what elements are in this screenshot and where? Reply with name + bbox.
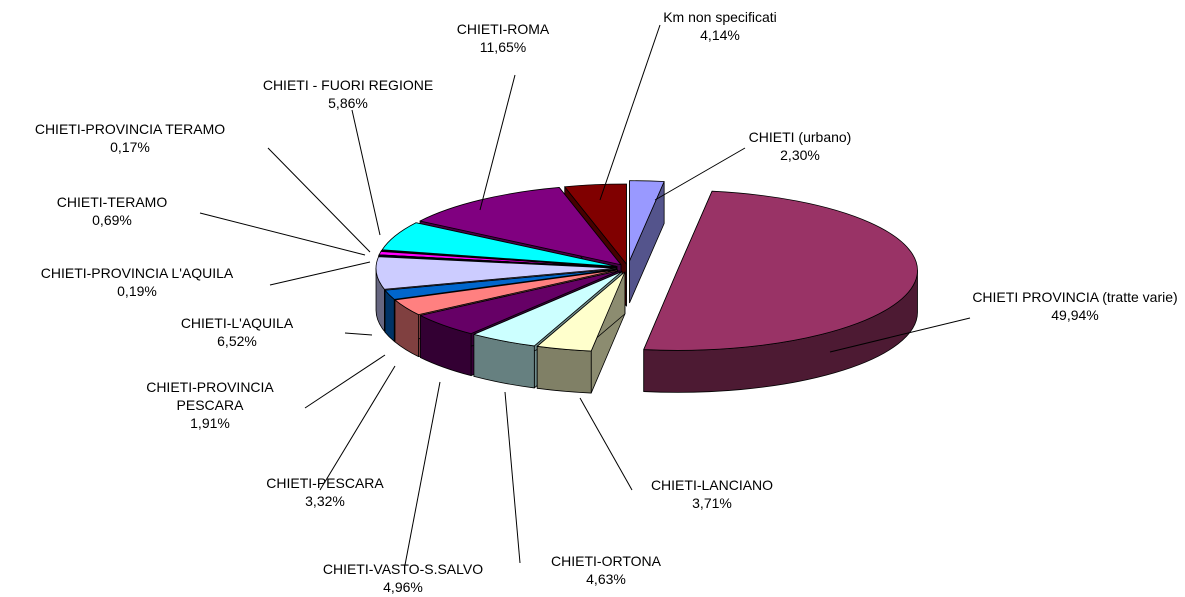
category-name: CHIETI-ORTONA <box>551 553 661 569</box>
value-label: 1,91% <box>190 415 230 431</box>
pie-slice <box>378 254 617 268</box>
slice-group <box>643 190 918 393</box>
slice-label: CHIETI-LANCIANO 3,71% <box>612 476 812 512</box>
pie-slice <box>643 190 918 351</box>
value-label: 3,32% <box>305 493 345 509</box>
value-label: 49,94% <box>1051 307 1099 323</box>
pie-slice <box>375 256 617 290</box>
slice-label: CHIETI-VASTO-S.SALVO 4,96% <box>293 560 513 596</box>
slice-label: CHIETI-PROVINCIA PESCARA 1,91% <box>120 378 300 432</box>
leader-line <box>829 317 971 353</box>
slice-label: Km non specificati 4,14% <box>620 8 820 44</box>
category-name: CHIETI-PROVINCIA PESCARA <box>146 379 274 413</box>
value-label: 6,52% <box>217 333 257 349</box>
category-name: CHIETI-VASTO-S.SALVO <box>322 561 484 577</box>
slice-label: CHIETI-PROVINCIA L'AQUILA 0,19% <box>0 264 277 300</box>
pie-slice <box>381 222 618 267</box>
category-name: CHIETI-PROVINCIA L'AQUILA <box>40 265 234 281</box>
category-name: CHIETI-PROVINCIA TERAMO <box>34 121 226 137</box>
category-name: CHIETI (urbano) <box>748 129 852 145</box>
category-name: CHIETI PROVINCIA (tratte varie) <box>972 289 1178 305</box>
slice-label: CHIETI-PESCARA 3,32% <box>225 474 425 510</box>
value-label: 11,65% <box>479 39 527 55</box>
leader-line <box>579 397 633 491</box>
slice-label: CHIETI-PROVINCIA TERAMO 0,17% <box>0 120 265 156</box>
category-name: CHIETI-TERAMO <box>56 194 168 210</box>
category-name: CHIETI-L'AQUILA <box>180 315 294 331</box>
slice-label: CHIETI-ROMA 11,65% <box>403 20 603 56</box>
pie-slice <box>394 269 618 316</box>
leader-line <box>267 147 371 253</box>
leader-line <box>304 354 386 409</box>
value-label: 0,69% <box>92 212 132 228</box>
value-label: 0,19% <box>117 283 157 299</box>
slice-label: CHIETI - FUORI REGIONE 5,86% <box>218 76 478 112</box>
value-label: 2,30% <box>780 147 820 163</box>
category-name: Km non specificati <box>663 9 777 25</box>
value-label: 4,96% <box>383 579 423 595</box>
slice-label: CHIETI PROVINCIA (tratte varie) 49,94% <box>970 288 1180 324</box>
category-name: CHIETI-PESCARA <box>266 475 384 491</box>
leader-line <box>351 109 381 236</box>
pie-slice <box>536 271 626 352</box>
leader-line <box>654 147 746 201</box>
pie-slice <box>564 183 627 265</box>
category-name: CHIETI - FUORI REGIONE <box>262 77 434 93</box>
value-label: 0,17% <box>110 139 150 155</box>
value-label: 4,63% <box>586 571 626 587</box>
slice-group <box>629 180 665 304</box>
category-name: CHIETI-LANCIANO <box>650 477 774 493</box>
pie-slice <box>419 187 622 266</box>
category-name: CHIETI-ROMA <box>456 21 550 37</box>
pie-slice <box>384 268 618 300</box>
leader-line <box>504 391 521 564</box>
leader-line <box>269 261 371 286</box>
slice-label: CHIETI-L'AQUILA 6,52% <box>137 314 337 350</box>
slice-label: CHIETI-ORTONA 4,63% <box>506 552 706 588</box>
value-label: 4,14% <box>700 27 740 43</box>
pie-slice <box>629 180 665 262</box>
pie-slice <box>419 270 620 335</box>
leader-line <box>599 24 661 201</box>
slice-side <box>536 345 592 394</box>
slice-label: CHIETI-TERAMO 0,69% <box>12 193 212 229</box>
leader-line <box>344 332 373 336</box>
slice-group <box>536 271 626 394</box>
pie-slice <box>473 271 623 347</box>
leader-line <box>319 365 396 491</box>
slice-label: CHIETI (urbano) 2,30% <box>700 128 900 164</box>
leader-line <box>199 212 366 256</box>
leader-line <box>404 381 441 566</box>
value-label: 5,86% <box>328 95 368 111</box>
value-label: 3,71% <box>692 495 732 511</box>
leader-line <box>479 74 516 211</box>
